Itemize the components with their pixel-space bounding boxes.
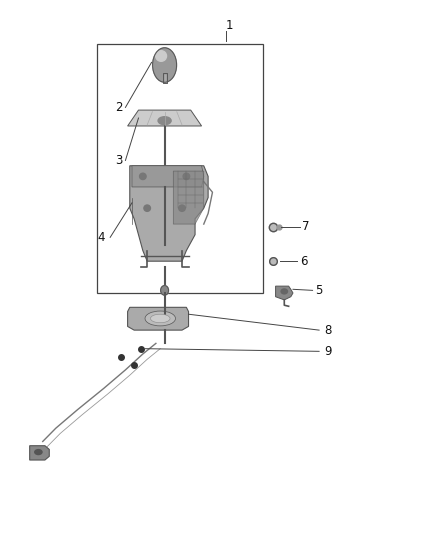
Text: 6: 6 [300, 255, 307, 268]
Ellipse shape [183, 173, 190, 180]
Text: 9: 9 [324, 345, 332, 358]
Ellipse shape [140, 173, 146, 180]
Text: 5: 5 [315, 284, 323, 297]
Polygon shape [132, 166, 204, 187]
Polygon shape [127, 110, 201, 126]
Text: 3: 3 [115, 154, 123, 167]
Ellipse shape [144, 205, 150, 212]
Ellipse shape [161, 286, 169, 295]
Ellipse shape [34, 449, 43, 455]
Ellipse shape [155, 51, 166, 61]
Text: 7: 7 [302, 220, 310, 233]
Text: 8: 8 [324, 324, 332, 337]
Ellipse shape [150, 314, 170, 322]
Polygon shape [127, 308, 188, 330]
Polygon shape [173, 171, 204, 224]
Ellipse shape [152, 48, 177, 82]
Polygon shape [30, 446, 49, 460]
Text: 2: 2 [115, 101, 123, 114]
Ellipse shape [179, 205, 185, 212]
Polygon shape [276, 286, 293, 300]
Ellipse shape [145, 311, 176, 326]
Bar [97, 44, 262, 293]
Text: 1: 1 [226, 19, 233, 32]
Ellipse shape [158, 117, 171, 125]
Ellipse shape [280, 288, 288, 295]
Polygon shape [130, 166, 208, 261]
Text: 4: 4 [98, 231, 105, 244]
